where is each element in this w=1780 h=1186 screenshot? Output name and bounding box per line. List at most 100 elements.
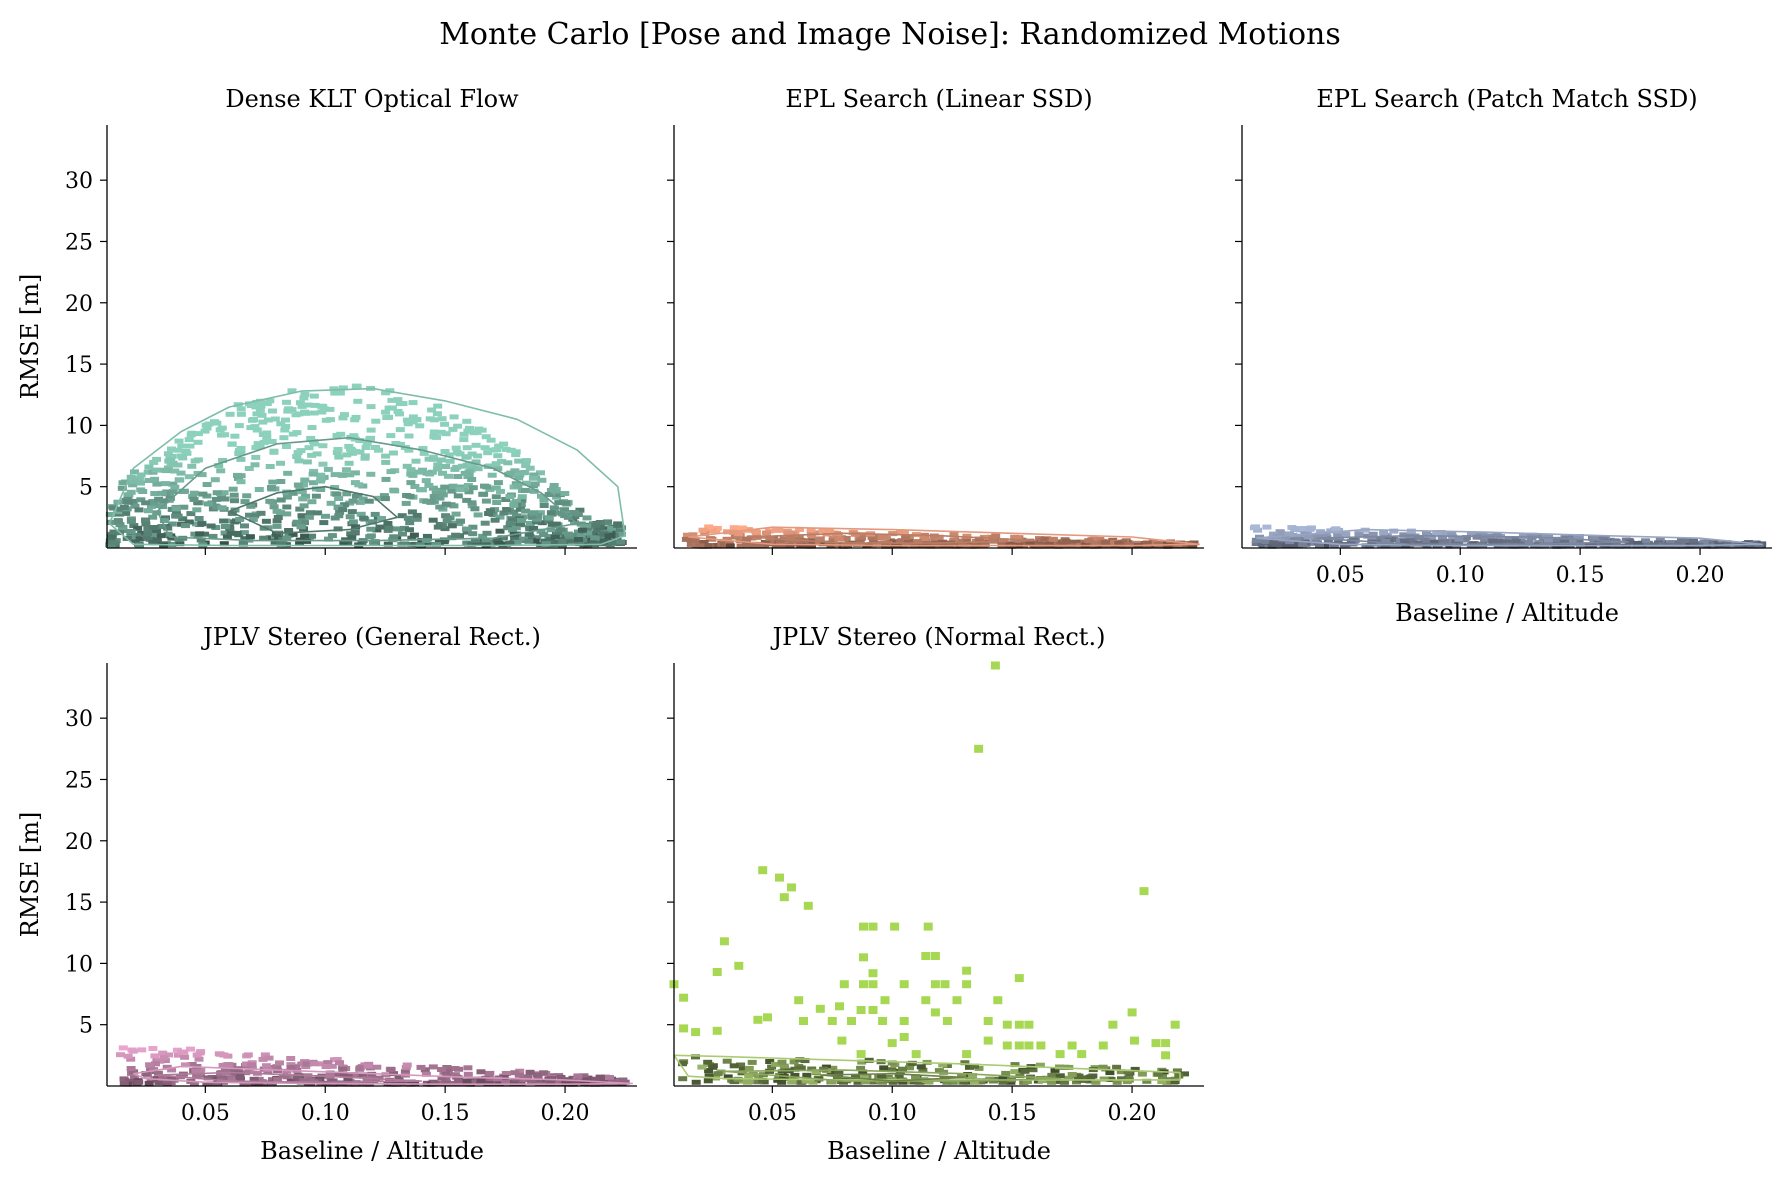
hist2d-cell: [306, 1077, 316, 1083]
hist2d-cell: [236, 406, 246, 412]
hist2d-cell: [235, 516, 245, 522]
hist2d-cell: [527, 1079, 537, 1085]
hist2d-cell: [554, 492, 564, 497]
hist2d-cell: [518, 470, 528, 476]
hist2d-cell: [1420, 537, 1430, 543]
hist2d-cell: [327, 533, 337, 539]
hist2d-cell: [1012, 536, 1022, 541]
hist2d-cell: [561, 1080, 571, 1086]
hist2d-cell: [595, 520, 605, 525]
hist2d-cell: [481, 498, 491, 504]
hist2d-cell: [480, 445, 490, 451]
hist2d-cell: [742, 542, 752, 548]
hist2d-cell: [297, 489, 307, 495]
hist2d-cell: [338, 507, 348, 513]
hist2d-cell: [576, 521, 586, 527]
hist2d-cell: [551, 1080, 561, 1086]
hist2d-cell: [685, 533, 695, 538]
hist2d-cell: [177, 443, 187, 449]
hist2d-cell: [859, 532, 869, 538]
hist2d-cell: [1275, 530, 1285, 536]
hist2d-cell: [282, 494, 292, 500]
hist2d-cell: [309, 480, 318, 486]
hist2d-cell: [1172, 1068, 1182, 1074]
hist2d-cell: [856, 535, 866, 541]
hist2d-cell: [374, 447, 383, 453]
hist2d-cell: [316, 478, 325, 484]
hist2d-cell: [462, 418, 472, 424]
hist2d-cell: [1117, 1076, 1126, 1082]
hist2d-cell: [439, 539, 449, 545]
hist2d-cell: [514, 1072, 524, 1078]
hist2d-cell: [517, 497, 527, 503]
outlier-cell: [1036, 1041, 1046, 1050]
hist2d-cell: [859, 1075, 869, 1081]
hist2d-cell: [226, 530, 236, 536]
hist2d-cell: [294, 458, 304, 464]
hist2d-cell: [512, 539, 522, 545]
hist2d-cell: [898, 1079, 908, 1085]
hist2d-cell: [197, 472, 207, 478]
hist2d-cell: [1567, 537, 1577, 543]
outlier-cell: [753, 1015, 763, 1024]
hist2d-cell: [330, 390, 340, 396]
hist2d-cell: [767, 1064, 777, 1070]
hist2d-cell: [834, 1070, 844, 1076]
hist2d-cell: [488, 1077, 498, 1083]
hist2d-cell: [801, 1078, 811, 1084]
hist2d-cell: [828, 1065, 838, 1071]
hist2d-cell: [386, 1067, 396, 1072]
hist2d-cell: [303, 402, 313, 408]
outlier-cell: [679, 1024, 689, 1033]
hist2d-cell: [295, 506, 305, 512]
hist2d-cell: [152, 456, 162, 462]
hist2d-cell: [708, 1064, 718, 1070]
hist2d-cell: [499, 441, 509, 447]
outlier-cell: [799, 1017, 808, 1025]
hist2d-cell: [1142, 1078, 1152, 1084]
hist2d-cell: [918, 1067, 928, 1073]
hist2d-cell: [1055, 1078, 1065, 1084]
hist2d-cell: [293, 482, 303, 488]
hist2d-cell: [459, 437, 469, 443]
hist2d-cell: [451, 445, 461, 451]
hist2d-cell: [1404, 539, 1414, 545]
hist2d-cell: [168, 462, 178, 468]
kde-contours: [688, 526, 1200, 547]
hist2d-cell: [723, 1074, 733, 1080]
hist2d-cell: [176, 453, 186, 459]
hist2d-cell: [348, 498, 358, 504]
hist2d-cell: [304, 445, 314, 451]
hist2d-cell: [401, 500, 411, 506]
hist2d-cell: [907, 1060, 917, 1066]
hist2d-cell: [247, 1062, 256, 1068]
hist2d-cell: [463, 428, 473, 434]
hist2d-cell: [599, 531, 608, 537]
hist2d-cell: [1341, 531, 1351, 537]
hist2d-cell: [371, 445, 380, 450]
hist2d-cell: [712, 525, 722, 531]
y-axis-label: RMSE [m]: [16, 274, 44, 400]
hist2d-cell: [471, 459, 481, 465]
hist2d-cell: [319, 520, 329, 526]
hist2d-cell: [467, 500, 477, 506]
hist2d-cell: [1734, 543, 1744, 549]
hist2d-cell: [515, 1068, 525, 1074]
hist2d-cell: [560, 507, 569, 513]
hist2d-cell: [429, 456, 439, 462]
hist2d-cell: [1251, 541, 1261, 546]
hist2d-cell: [457, 484, 467, 490]
hist2d-cell: [428, 1064, 438, 1070]
hist2d-cell: [1153, 1071, 1163, 1077]
outlier-cell: [1170, 1020, 1180, 1029]
kde-contour-line: [156, 436, 578, 542]
hist2d-cell: [1741, 541, 1751, 546]
hist2d-cell: [463, 1071, 473, 1077]
subplot-2: EPL Search (Linear SSD): [667, 85, 1204, 555]
hist2d-cell: [234, 451, 244, 456]
kde-contour-line: [748, 532, 1037, 544]
hist2d-cell: [145, 1062, 155, 1068]
hist2d-cell: [536, 470, 545, 476]
hist2d-cell: [269, 449, 279, 455]
subplot-title: EPL Search (Patch Match SSD): [1316, 85, 1697, 113]
